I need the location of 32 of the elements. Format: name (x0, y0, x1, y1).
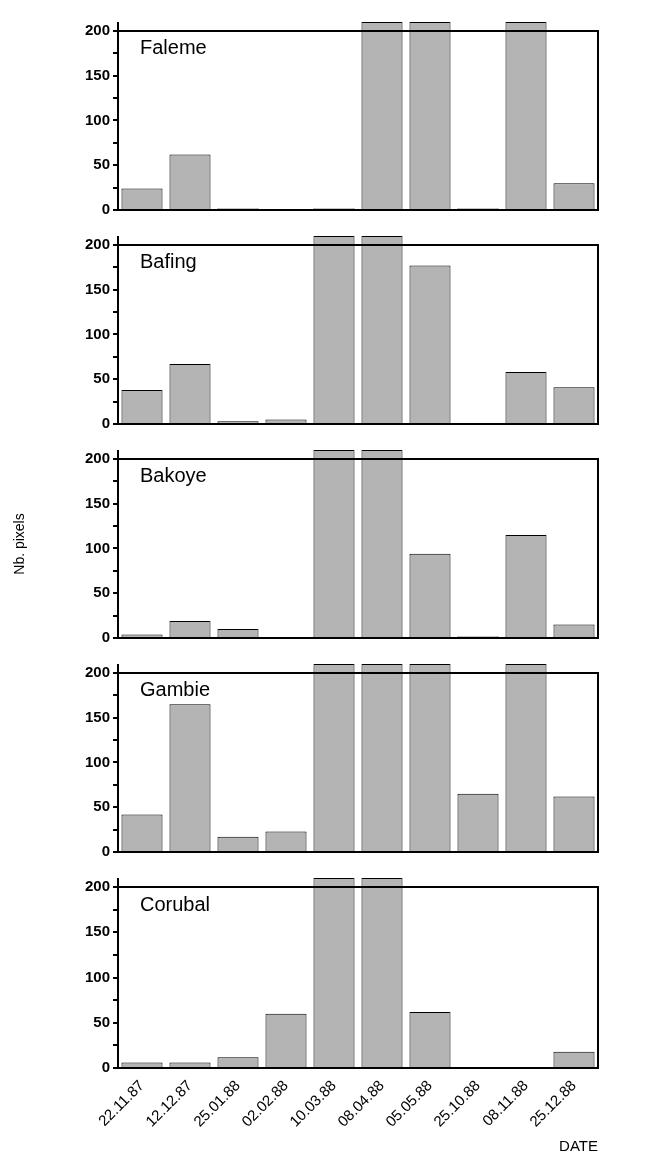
y-tick-label: 150 (84, 707, 110, 725)
y-tick-label: 50 (93, 583, 110, 601)
y-tick-label: 100 (84, 538, 110, 556)
y-tick-label: 0 (101, 842, 110, 860)
y-tick-label: 0 (101, 628, 110, 646)
text: Faleme (140, 36, 207, 59)
y-axis-title: Nb. pixels (11, 513, 28, 575)
y-tick-label: 100 (84, 967, 110, 985)
y-tick-label: 150 (84, 279, 110, 297)
y-tick-label: 100 (84, 110, 110, 128)
y-tick-label: 0 (101, 414, 110, 432)
x-axis-title: DATE (559, 1137, 598, 1155)
y-tick-label: 100 (84, 752, 110, 770)
y-tick-label: 150 (84, 922, 110, 940)
y-tick-label: 200 (84, 21, 110, 39)
y-tick-label: 200 (84, 449, 110, 467)
text: Gambie (140, 678, 211, 701)
y-tick-label: 50 (93, 1012, 110, 1030)
y-tick-label: 200 (84, 877, 110, 895)
y-tick-label: 0 (101, 200, 110, 218)
y-tick-label: 0 (101, 1058, 110, 1076)
y-tick-label: 200 (84, 663, 110, 681)
text: Bakoye (140, 464, 207, 487)
y-tick-label: 150 (84, 493, 110, 511)
y-tick-label: 50 (93, 155, 110, 173)
text: Corubal (140, 892, 211, 915)
y-tick-label: 100 (84, 324, 110, 342)
y-tick-label: 150 (84, 65, 110, 83)
text: Bafing (140, 250, 197, 273)
y-tick-label: 50 (93, 797, 110, 815)
y-tick-label: 200 (84, 235, 110, 253)
y-tick-label: 50 (93, 369, 110, 387)
